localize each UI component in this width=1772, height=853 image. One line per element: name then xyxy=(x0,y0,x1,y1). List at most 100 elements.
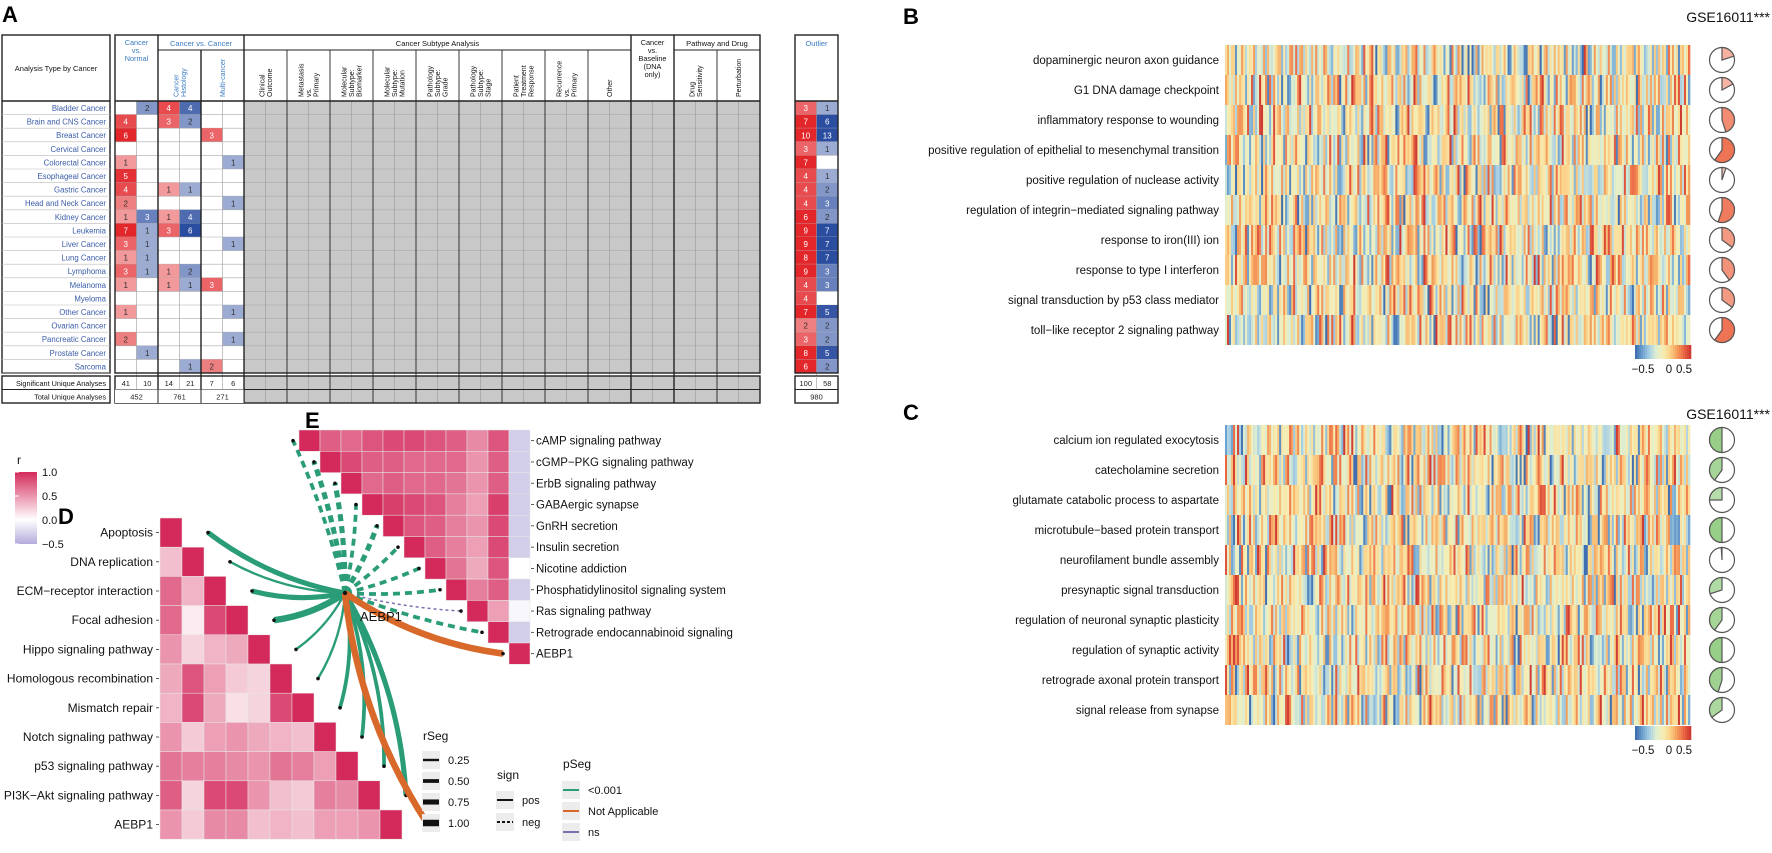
heatmap-stripe xyxy=(1688,165,1691,195)
heatmap-stripe xyxy=(1263,165,1266,195)
heatmap-stripe xyxy=(1501,635,1504,665)
heatmap-stripe xyxy=(1367,285,1370,315)
heatmap-stripe xyxy=(1361,485,1364,515)
down-cell xyxy=(179,223,201,237)
heatmap-stripe xyxy=(1277,455,1280,485)
heatmap-stripe xyxy=(1405,45,1408,75)
heatmap-stripe xyxy=(1379,665,1382,695)
heatmap-stripe xyxy=(1419,605,1422,635)
heatmap-stripe xyxy=(1373,225,1376,255)
heatmap-stripe xyxy=(1555,225,1559,255)
heatmap-stripe xyxy=(1301,695,1304,725)
heatmap-stripe xyxy=(1397,545,1400,575)
heatmap-stripe xyxy=(1515,515,1518,545)
heatmap-stripe xyxy=(1421,285,1424,315)
heatmap-stripe xyxy=(1263,315,1266,345)
heatmap-stripe xyxy=(1635,545,1639,575)
heatmap-stripe xyxy=(1351,225,1354,255)
heatmap-stripe xyxy=(1657,45,1661,75)
heatmap-stripe xyxy=(1519,225,1522,255)
cell-value: 9 xyxy=(804,240,809,249)
heatmap-stripe xyxy=(1369,605,1372,635)
heatmap-stripe xyxy=(1277,635,1280,665)
heatmap-stripe xyxy=(1567,515,1571,545)
heatmap-stripe xyxy=(1367,255,1370,285)
heatmap-stripe xyxy=(1683,45,1687,75)
heatmap-stripe xyxy=(1411,225,1414,255)
heatmap-stripe xyxy=(1485,485,1488,515)
heatmap-stripe xyxy=(1565,285,1569,315)
heatmap-stripe xyxy=(1525,455,1528,485)
heatmap-stripe xyxy=(1659,425,1663,455)
heatmap-stripe xyxy=(1323,105,1326,135)
heatmap-stripe xyxy=(1603,285,1607,315)
heatmap-stripe xyxy=(1281,315,1284,345)
heatmap-stripe xyxy=(1257,255,1260,285)
heatmap-stripe xyxy=(1301,105,1304,135)
heatmap-stripe xyxy=(1545,605,1548,635)
heatmap-stripe xyxy=(1471,485,1474,515)
heatmap-stripe xyxy=(1249,545,1252,575)
heatmap-stripe xyxy=(1353,105,1356,135)
table-row: Bladder Cancer 2 4 4 3 1 xyxy=(52,101,838,115)
heatmap-stripe xyxy=(1271,45,1274,75)
cancer-label: Lung Cancer xyxy=(61,254,106,263)
heatmap-stripe xyxy=(1269,605,1272,635)
heatmap-stripe xyxy=(1271,575,1274,605)
heatmap-stripe xyxy=(1593,165,1597,195)
heatmap-stripe xyxy=(1633,485,1637,515)
heatmap-stripe xyxy=(1455,285,1458,315)
heatmap-stripe xyxy=(1651,575,1655,605)
heatmap-stripe xyxy=(1257,165,1260,195)
heatmap-stripe xyxy=(1305,225,1308,255)
heatmap-stripe xyxy=(1669,605,1673,635)
up-cell xyxy=(795,114,817,129)
heatmap-stripe xyxy=(1349,285,1352,315)
heatmap-stripe xyxy=(1423,545,1426,575)
heatmap-stripe xyxy=(1315,635,1318,665)
heatmap-stripe xyxy=(1503,315,1506,345)
heatmap-stripe xyxy=(1663,515,1667,545)
header-line: Other xyxy=(607,79,614,97)
heatmap-stripe xyxy=(1467,135,1470,165)
heatmap-stripe xyxy=(1649,255,1653,285)
heatmap-stripe xyxy=(1303,425,1306,455)
heatmap-stripe xyxy=(1305,635,1308,665)
heatmap-stripe xyxy=(1439,105,1442,135)
heatmap-stripe xyxy=(1671,255,1675,285)
heatmap-stripe xyxy=(1503,135,1506,165)
heatmap-stripe xyxy=(1631,135,1635,165)
heatmap-stripe xyxy=(1675,45,1679,75)
heatmap-stripe xyxy=(1349,665,1352,695)
heatmap-stripe xyxy=(1493,225,1496,255)
heatmap-stripe xyxy=(1379,225,1382,255)
heatmap-stripe xyxy=(1521,575,1524,605)
heatmap-stripe xyxy=(1531,315,1534,345)
heatmap-stripe xyxy=(1319,545,1322,575)
heatmap-stripe xyxy=(1677,515,1681,545)
heatmap-stripe xyxy=(1375,225,1378,255)
heatmap-stripe xyxy=(1311,425,1314,455)
heatmap-stripe xyxy=(1291,45,1294,75)
heatmap-stripe xyxy=(1261,515,1264,545)
heatmap-stripe xyxy=(1667,635,1671,665)
heatmap-stripe xyxy=(1647,575,1651,605)
heatmap-stripe xyxy=(1483,195,1486,225)
table-row: Prostate Cancer 1 8 5 xyxy=(50,345,838,360)
heatmap-stripe xyxy=(1381,285,1384,315)
heatmap-stripe xyxy=(1529,135,1532,165)
heatmap-stripe xyxy=(1521,105,1524,135)
heatmap-stripe xyxy=(1285,75,1288,105)
heatmap-stripe xyxy=(1337,515,1340,545)
heatmap-stripe xyxy=(1507,225,1510,255)
heatmap-stripe xyxy=(1419,485,1422,515)
heatmap-stripe xyxy=(1319,575,1322,605)
heatmap-stripe xyxy=(1275,315,1278,345)
heatmap-stripe xyxy=(1459,575,1462,605)
heatmap-stripe xyxy=(1415,455,1418,485)
heatmap-stripe xyxy=(1631,455,1635,485)
heatmap-stripe xyxy=(1243,165,1246,195)
heatmap-stripe xyxy=(1369,135,1372,165)
heatmap-stripe xyxy=(1379,635,1382,665)
heatmap-stripe xyxy=(1463,135,1466,165)
